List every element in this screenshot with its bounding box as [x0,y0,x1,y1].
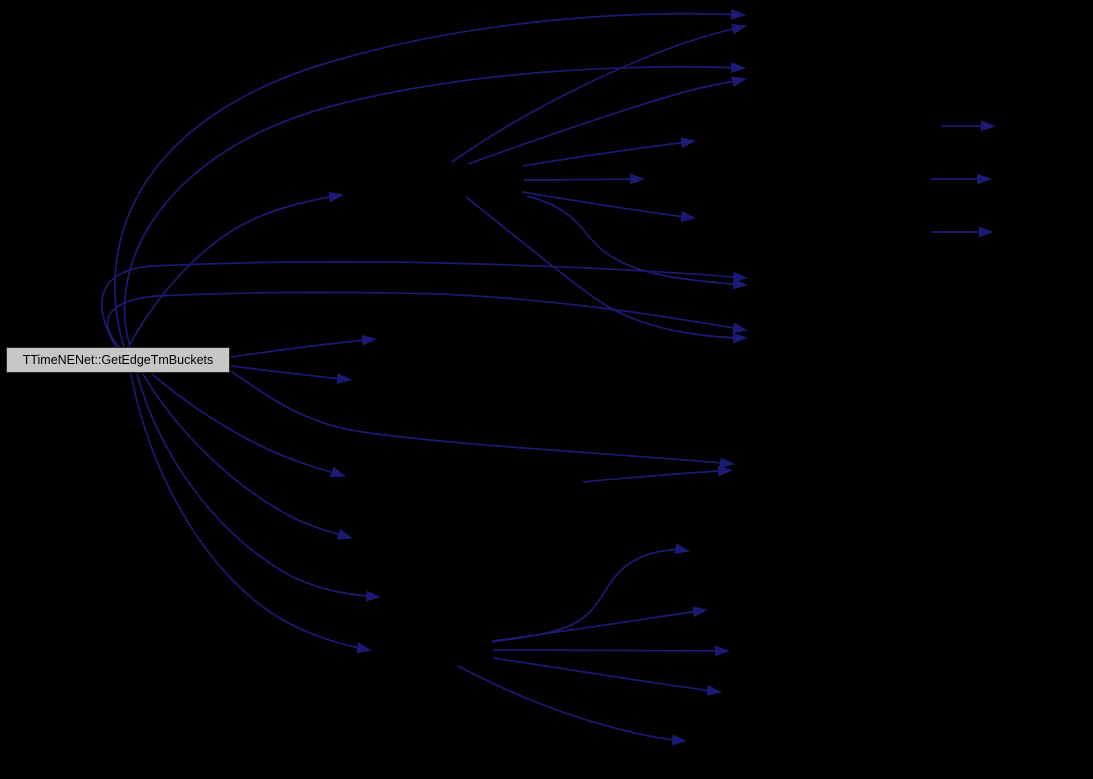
edge-hub2-to-bottom-target3 [492,645,730,657]
edge-root-to-left-target3 [151,373,346,478]
edge-hub1-to-right-target2 [465,196,748,344]
edge-root-to-top-target1 [114,8,746,348]
edge-left3-to-center-target [582,465,733,483]
edge-root-to-lower-hub [130,373,372,654]
edge-hub1-to-mid-target3 [521,191,696,222]
edge-root-to-upper-hub [129,191,344,345]
edge-root-to-left-target1 [230,334,377,358]
root-function-label: TTimeNENet::GetEdgeTmBuckets [22,352,214,367]
edge-root-to-center-target [231,371,735,469]
edge-root-to-left-target2 [230,365,352,384]
edge-hub2-to-bottom-target5 [457,665,687,746]
edge-hub2-to-bottom-target1 [491,543,690,643]
edge-hub1-to-mid-target2 [523,173,645,185]
edge-root-to-left-target4 [142,373,353,540]
edge-root-to-right-target1 [101,260,748,348]
edge-hub2-to-bottom-target2 [492,606,708,642]
edge-hub1-to-top-target1 [451,23,747,163]
edge-hub2-to-bottom-target4 [492,657,722,696]
edge-root-to-left-target5 [136,373,381,602]
edge-root-to-top-target2 [123,62,746,348]
edge-hub1-to-mid-target1 [522,137,696,167]
edge-hub1-to-right-target1 [526,195,748,290]
edge-group [101,8,996,746]
root-function-node[interactable]: TTimeNENet::GetEdgeTmBuckets [6,347,230,373]
edge-hub1-to-top-target2 [467,76,747,165]
edge-root-to-right-target2 [106,291,748,350]
